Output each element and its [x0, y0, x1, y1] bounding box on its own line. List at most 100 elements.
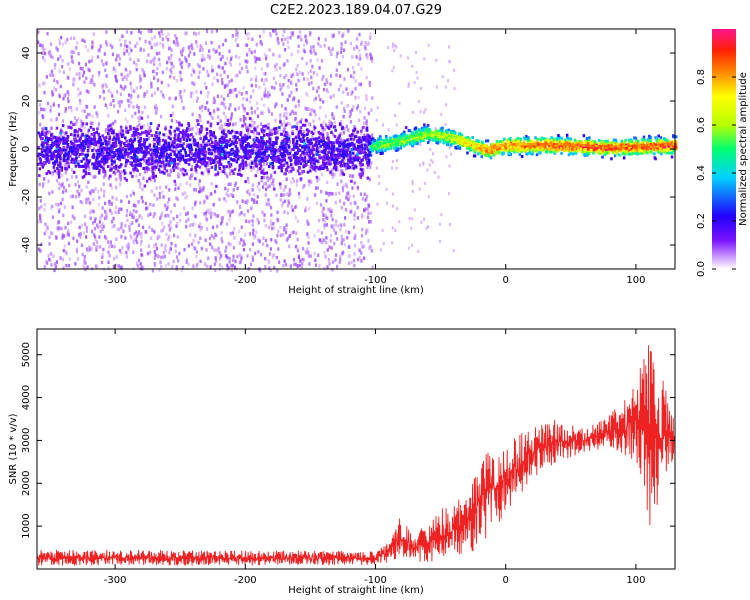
- heatmap-cell: [342, 90, 345, 94]
- heatmap-cell: [189, 176, 192, 180]
- heatmap-cell: [41, 46, 44, 51]
- heatmap-cell: [359, 192, 362, 196]
- heatmap-cell: [566, 145, 569, 149]
- heatmap-cell: [316, 145, 319, 149]
- heatmap-cell: [152, 144, 156, 148]
- heatmap-cell: [587, 139, 591, 143]
- heatmap-cell: [306, 219, 309, 224]
- heatmap-cell: [180, 156, 183, 160]
- heatmap-cell: [220, 254, 223, 258]
- heatmap-cell: [261, 242, 265, 246]
- heatmap-cell: [40, 242, 43, 247]
- heatmap-cell: [40, 150, 44, 154]
- heatmap-cell: [144, 152, 147, 156]
- heatmap-cell: [72, 78, 75, 82]
- heatmap-cell: [342, 155, 345, 159]
- heatmap-cell: [433, 170, 436, 174]
- heatmap-cell: [588, 140, 591, 144]
- heatmap-cell: [297, 191, 301, 196]
- heatmap-cell: [270, 132, 274, 136]
- heatmap-cell: [214, 268, 217, 272]
- heatmap-cell: [268, 184, 271, 188]
- heatmap-cell: [111, 45, 114, 49]
- heatmap-cell: [315, 147, 319, 151]
- heatmap-cell: [331, 175, 335, 179]
- heatmap-cell: [196, 99, 199, 103]
- heatmap-cell: [317, 85, 320, 90]
- heatmap-cell: [183, 131, 187, 135]
- heatmap-cell: [81, 252, 84, 257]
- heatmap-cell: [220, 130, 224, 134]
- heatmap-cell: [226, 119, 230, 122]
- heatmap-cell: [223, 140, 226, 144]
- heatmap-cell: [294, 104, 297, 109]
- heatmap-cell: [298, 30, 302, 34]
- heatmap-cell: [264, 87, 267, 91]
- heatmap-cell: [246, 254, 249, 258]
- heatmap-cell: [39, 199, 42, 203]
- heatmap-cell: [221, 219, 224, 224]
- heatmap-cell: [365, 126, 369, 130]
- heatmap-cell: [137, 223, 140, 227]
- heatmap-cell: [339, 227, 342, 232]
- heatmap-cell: [618, 153, 621, 157]
- heatmap-cell: [219, 119, 222, 123]
- heatmap-cell: [111, 121, 115, 126]
- heatmap-cell: [268, 260, 271, 265]
- heatmap-cell: [272, 29, 275, 33]
- heatmap-cell: [363, 192, 366, 197]
- heatmap-cell: [45, 136, 48, 140]
- heatmap-cell: [58, 94, 61, 99]
- heatmap-cell: [169, 68, 172, 72]
- heatmap-cell: [189, 127, 192, 132]
- heatmap-cell: [356, 37, 359, 41]
- heatmap-cell: [325, 236, 328, 240]
- heatmap-cell: [221, 127, 224, 132]
- heatmap-cell: [358, 140, 361, 144]
- heatmap-cell: [150, 134, 153, 137]
- heatmap-cell: [317, 42, 320, 46]
- heatmap-cell: [51, 139, 54, 143]
- heatmap-cell: [138, 123, 141, 127]
- heatmap-cell: [407, 84, 410, 88]
- heatmap-cell: [191, 127, 194, 131]
- heatmap-cell: [265, 54, 268, 59]
- heatmap-cell: [74, 122, 77, 127]
- heatmap-cell: [282, 152, 285, 155]
- heatmap-cell: [235, 29, 238, 34]
- heatmap-cell: [269, 31, 272, 36]
- heatmap-cell: [343, 139, 347, 143]
- heatmap-cell: [218, 52, 221, 56]
- heatmap-cell: [525, 152, 528, 156]
- heatmap-cell: [115, 58, 118, 62]
- heatmap-cell: [161, 190, 164, 195]
- heatmap-cell: [83, 255, 86, 259]
- heatmap-cell: [49, 109, 52, 113]
- heatmap-cell: [329, 82, 332, 86]
- heatmap-cell: [87, 197, 90, 201]
- heatmap-cell: [119, 144, 122, 148]
- heatmap-cell: [356, 216, 359, 220]
- heatmap-cell: [313, 127, 316, 132]
- heatmap-cell: [80, 130, 83, 134]
- heatmap-cell: [534, 136, 537, 140]
- heatmap-cell: [376, 106, 379, 110]
- heatmap-cell: [437, 175, 440, 179]
- heatmap-cell: [50, 118, 53, 122]
- heatmap-cell: [615, 152, 619, 156]
- heatmap-cell: [241, 243, 244, 247]
- heatmap-cell: [247, 189, 250, 193]
- heatmap-cell: [316, 73, 319, 77]
- heatmap-cell: [279, 225, 282, 230]
- heatmap-cell: [40, 204, 43, 209]
- heatmap-cell: [424, 182, 427, 185]
- heatmap-cell: [193, 31, 196, 36]
- heatmap-cell: [329, 234, 333, 238]
- heatmap-cell: [187, 124, 191, 128]
- heatmap-cell: [254, 66, 257, 70]
- heatmap-cell: [355, 147, 358, 151]
- heatmap-cell: [190, 43, 193, 47]
- heatmap-cell: [42, 55, 45, 60]
- heatmap-cell: [347, 197, 350, 202]
- heatmap-cell: [95, 265, 99, 269]
